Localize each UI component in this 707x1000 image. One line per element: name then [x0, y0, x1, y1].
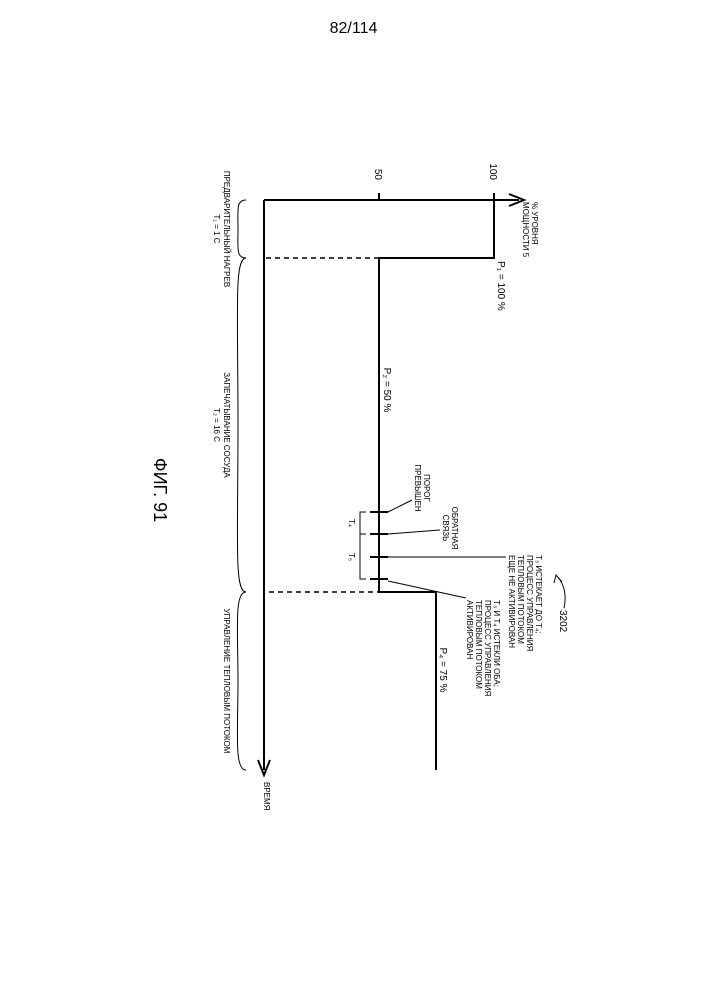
phase-seal-2: T₂ = 16 С [212, 408, 221, 442]
x-axis-label: ВРЕМЯ [262, 782, 271, 811]
label-t5: T₅ [347, 553, 356, 561]
anno-feedback-2: СВЯЗЬ [441, 515, 450, 542]
anno-t3-1: T₃ ИСТЕКАЕТ ДО T₄; [534, 555, 543, 634]
phase-seal-1: ЗАПЕЧАТЫВАНИЕ СОСУДА [222, 372, 231, 478]
phase-flow-1: УПРАВЛЕНИЕ ТЕПЛОВЫМ ПОТОКОМ [222, 609, 231, 754]
anno-feedback-1: ОБРАТНАЯ [450, 507, 459, 550]
p1-label: P₁ = 100 % [495, 261, 506, 311]
anno-threshold-2: ПРЕВЫШЕН [413, 464, 422, 512]
p4-label: P₄ = 75 % [437, 648, 448, 693]
anno-t3-2: ПРОЦЕСС УПРАВЛЕНИЯ [525, 555, 534, 651]
figure-label: ФИГ. 91 [150, 458, 170, 522]
brace-seal [237, 258, 246, 592]
brace-t4 [360, 512, 366, 534]
phase-preheat-1: ПРЕДВАРИТЕЛЬНЫЙ НАГРЕВ [222, 171, 231, 287]
chart-rotated: 100 50 % УРОВНЯ МОЩНОСТИ 5 ВРЕМЯ [84, 130, 624, 850]
brace-t5 [360, 534, 366, 579]
chart-svg: 100 50 % УРОВНЯ МОЩНОСТИ 5 ВРЕМЯ [84, 130, 624, 850]
anno-t34-3: ТЕПЛОВЫМ ПОТОКОМ [474, 600, 483, 689]
anno-t3-3: ТЕПЛОВЫМ ПОТОКОМ [516, 555, 525, 644]
brace-flow [237, 592, 246, 770]
ytick-100: 100 [487, 163, 498, 180]
anno-threshold-leader [388, 500, 412, 512]
anno-t34-4: АКТИВИРОВАН [465, 600, 474, 660]
anno-t34-leader [388, 581, 466, 598]
page-number: 82/114 [0, 20, 707, 38]
anno-t34-1: T₃ И T₄ ИСТЕКЛИ ОБА; [492, 600, 501, 687]
figure-wrapper: 100 50 % УРОВНЯ МОЩНОСТИ 5 ВРЕМЯ [0, 130, 707, 850]
label-t4: T₄ [347, 519, 356, 527]
p2-label: P₂ = 50 % [381, 368, 392, 413]
ytick-50: 50 [372, 169, 383, 181]
anno-feedback-leader [388, 530, 440, 534]
anno-t3-4: ЕЩЕ НЕ АКТИВИРОВАН [507, 555, 516, 648]
y-axis-label-2: МОЩНОСТИ 5 [521, 202, 530, 258]
brace-preheat [238, 200, 246, 258]
phase-preheat-2: T₁ = 1 С [212, 214, 221, 243]
ref-number: 3202 [557, 610, 568, 633]
y-axis-label-1: % УРОВНЯ [530, 202, 539, 245]
anno-t34-2: ПРОЦЕСС УПРАВЛЕНИЯ [483, 600, 492, 696]
anno-threshold-1: ПОРОГ [422, 474, 431, 502]
